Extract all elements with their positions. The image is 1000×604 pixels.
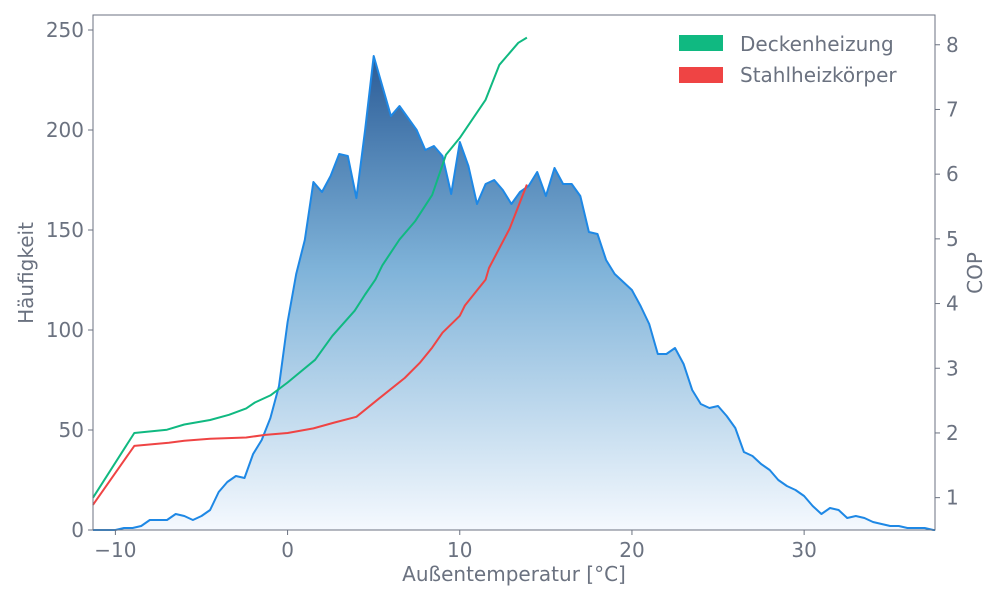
y2-tick-label: 5 [946,227,959,251]
y-tick-label: 50 [59,418,84,442]
y2-tick-label: 6 [946,162,959,186]
series-line-deckenheizung [92,36,528,499]
x-tick-label: −10 [94,538,136,562]
y-tick-label: 150 [46,218,84,242]
plot-frame [92,14,936,531]
legend-swatch-deckenheizung [679,35,723,51]
histogram-line [93,55,935,531]
y-axis-label: Häufigkeit [14,222,38,324]
y2-tick-label: 1 [946,486,959,510]
legend: Deckenheizung Stahlheizkörper [679,32,897,87]
y2-axis-label: COP [963,252,987,294]
histogram-area [93,56,935,530]
y-tick-label: 250 [46,18,84,42]
legend-swatch-stahlheizkoerper [679,67,723,83]
x-axis-label: Außentemperatur [°C] [402,562,626,586]
y2-tick-label: 2 [946,421,959,445]
y-tick-label: 100 [46,318,84,342]
legend-label-stahlheizkoerper: Stahlheizkörper [740,63,897,87]
x-tick-label: 30 [791,538,816,562]
x-tick-label: 0 [281,538,294,562]
y2-tick-label: 7 [946,97,959,121]
y2-tick-label: 8 [946,33,959,57]
series-line-stahlheizkoerper [92,184,528,506]
x-tick-label: 20 [619,538,644,562]
y2-tick-label: 3 [946,356,959,380]
y-tick-label: 0 [71,518,84,542]
y-tick-label: 200 [46,118,84,142]
y2-tick-label: 4 [946,292,959,316]
legend-label-deckenheizung: Deckenheizung [740,32,894,56]
x-tick-label: 10 [447,538,472,562]
